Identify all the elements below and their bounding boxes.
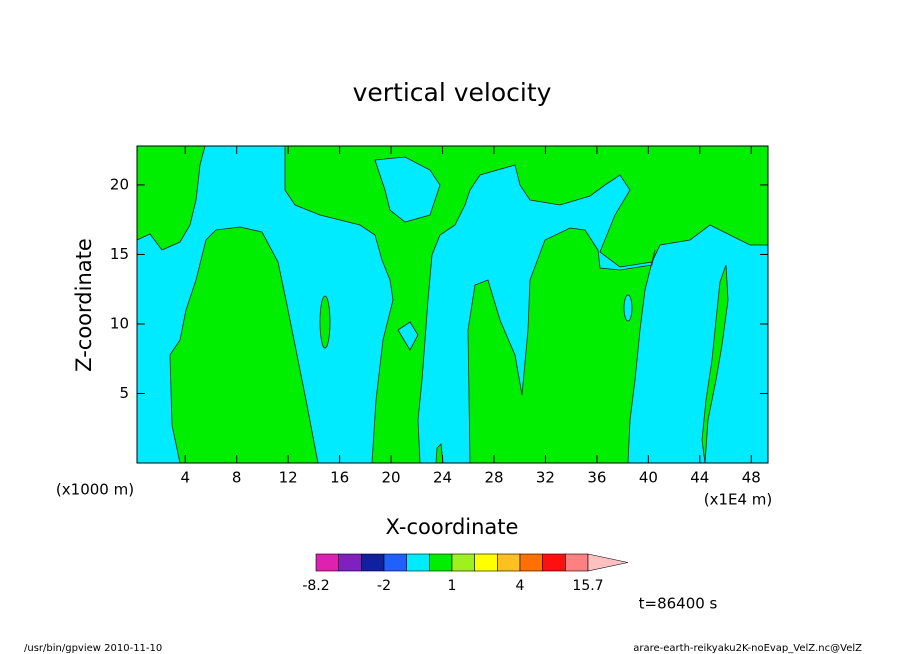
x-scale-label: (x1E4 m) bbox=[704, 491, 773, 509]
x-tick-label: 16 bbox=[330, 469, 349, 487]
colorbar-segment bbox=[406, 553, 430, 572]
colorbar: -8.2 -2 1 4 15.7 bbox=[302, 553, 629, 594]
y-tick-label: 10 bbox=[110, 314, 129, 332]
colorbar-segment bbox=[474, 553, 498, 572]
y-tick-label: 20 bbox=[110, 175, 129, 193]
x-tick-label: 24 bbox=[433, 469, 452, 487]
region bbox=[169, 226, 319, 464]
region bbox=[284, 145, 769, 464]
x-tick-label: 40 bbox=[639, 469, 658, 487]
region bbox=[136, 145, 206, 251]
y-axis-label: Z-coordinate bbox=[72, 238, 96, 372]
colorbar-extension bbox=[587, 553, 629, 572]
contour-field bbox=[136, 145, 769, 464]
x-tick-label: 28 bbox=[484, 469, 503, 487]
colorbar-segment bbox=[542, 553, 566, 572]
colorbar-segment bbox=[315, 553, 339, 572]
region bbox=[623, 294, 633, 322]
chart-title: vertical velocity bbox=[353, 78, 552, 107]
x-tick-label: 44 bbox=[690, 469, 709, 487]
x-tick-label: 32 bbox=[536, 469, 555, 487]
plot-frame bbox=[136, 145, 769, 464]
colorbar-segment bbox=[497, 553, 521, 572]
x-unit-label: (x1000 m) bbox=[56, 481, 134, 499]
x-tick-label: 20 bbox=[382, 469, 401, 487]
x-tick-label: 48 bbox=[742, 469, 761, 487]
colorbar-segment bbox=[451, 553, 475, 572]
annotation: t=86400 s bbox=[639, 595, 718, 613]
colorbar-segment bbox=[361, 553, 385, 572]
colorbar-tick-label: -2 bbox=[377, 578, 391, 594]
x-axis-label: X-coordinate bbox=[386, 515, 519, 539]
footer-left: /usr/bin/gpview 2010-11-10 bbox=[24, 643, 162, 654]
region bbox=[374, 156, 441, 223]
footer-right: arare-earth-reikyaku2K-noEvap_VelZ.nc@Ve… bbox=[633, 643, 862, 654]
x-tick-label: 36 bbox=[587, 469, 606, 487]
colorbar-segment bbox=[383, 553, 407, 572]
y-tick-label: 15 bbox=[110, 245, 129, 263]
colorbar-segment bbox=[338, 553, 362, 572]
x-tick-label: 4 bbox=[180, 469, 190, 487]
colorbar-segment bbox=[565, 553, 589, 572]
region bbox=[319, 295, 331, 349]
colorbar-segment bbox=[519, 553, 543, 572]
colorbar-tick-label: 4 bbox=[516, 578, 525, 594]
region bbox=[701, 264, 729, 464]
x-tick-label: 12 bbox=[279, 469, 298, 487]
colorbar-tick-label: 1 bbox=[448, 578, 457, 594]
x-tick-label: 8 bbox=[232, 469, 242, 487]
colorbar-tick-label: 15.7 bbox=[572, 578, 603, 594]
y-tick-label: 5 bbox=[119, 384, 129, 402]
colorbar-tick-label: -8.2 bbox=[302, 578, 329, 594]
region bbox=[397, 321, 419, 351]
region bbox=[467, 227, 656, 464]
colorbar-segment bbox=[429, 553, 453, 572]
